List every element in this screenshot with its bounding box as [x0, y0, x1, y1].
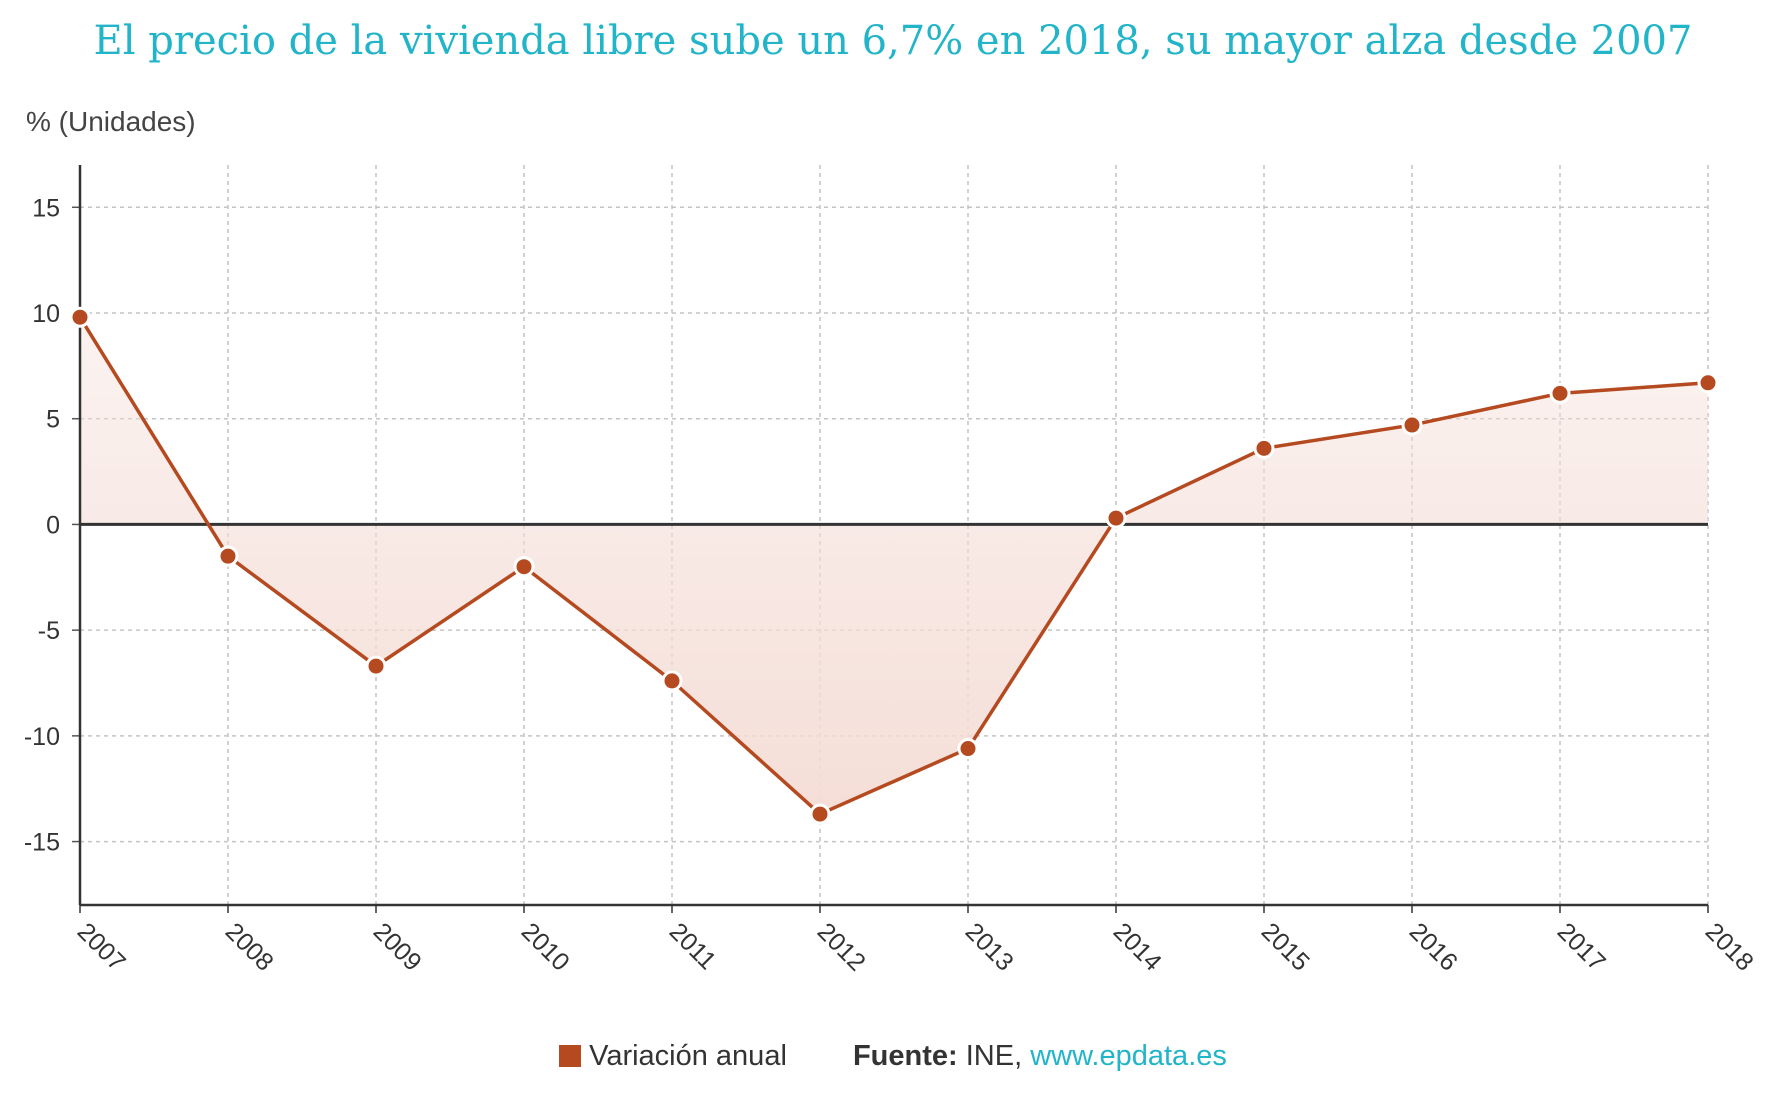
source-label: Fuente: [852, 1040, 958, 1072]
area-shape [80, 317, 1708, 815]
x-tick-label: 2011 [664, 917, 722, 975]
axes [72, 165, 1709, 913]
grid [80, 165, 1709, 905]
series-path [78, 316, 1709, 816]
data-point-2011 [661, 670, 683, 692]
y-axis-label: % (Unidades) [26, 106, 196, 137]
x-tick-label: 2017 [1552, 917, 1611, 976]
data-point-2009 [365, 655, 387, 677]
data-point-2010 [513, 556, 535, 578]
x-tick-label: 2014 [1108, 917, 1167, 976]
source-link[interactable]: www.epdata.es [1030, 1040, 1227, 1072]
area-fill [80, 317, 1708, 815]
y-tick-labels: 15 10 5 0 -5 -10 -15 [24, 194, 60, 856]
data-point-2015 [1253, 437, 1275, 459]
x-tick-label: 2018 [1700, 917, 1759, 976]
data-points [69, 306, 1719, 825]
y-tick-label: 15 [32, 194, 60, 222]
data-point-2012 [809, 803, 831, 825]
y-tick-label: -5 [38, 617, 60, 645]
x-tick-label: 2009 [368, 917, 427, 976]
data-point-2017 [1549, 382, 1571, 404]
y-tick-label: -15 [24, 829, 60, 857]
data-point-2007 [69, 306, 91, 328]
x-tick-label: 2012 [812, 917, 871, 976]
x-tick-label: 2007 [72, 917, 131, 976]
x-tick-label: 2016 [1404, 917, 1463, 976]
data-point-2018 [1697, 372, 1719, 394]
legend: Variación anual Fuente: INE, www.epdata.… [0, 1040, 1786, 1073]
legend-swatch [559, 1045, 582, 1067]
y-tick-label: -10 [24, 723, 60, 751]
data-point-2014 [1105, 507, 1127, 529]
source-name: INE, [965, 1040, 1023, 1072]
x-tick-label: 2008 [220, 917, 279, 976]
y-tick-label: 10 [32, 300, 60, 328]
legend-label: Variación anual [589, 1040, 787, 1072]
data-point-2008 [217, 545, 239, 567]
series-line [78, 316, 1709, 816]
x-tick-label: 2013 [960, 917, 1019, 976]
y-tick-label: 5 [46, 406, 60, 434]
x-tick-labels: 2007 2008 2009 2010 2011 2012 2013 2014 2015 2016… [72, 917, 1759, 976]
x-tick-label: 2010 [516, 917, 575, 976]
x-tick-label: 2015 [1256, 917, 1315, 976]
source-note: Fuente: INE, www.epdata.es [853, 1040, 1227, 1072]
data-point-2013 [957, 738, 979, 760]
data-point-2016 [1401, 414, 1423, 436]
chart-title: El precio de la vivienda libre sube un 6… [93, 18, 1693, 64]
y-tick-label: 0 [46, 511, 60, 539]
